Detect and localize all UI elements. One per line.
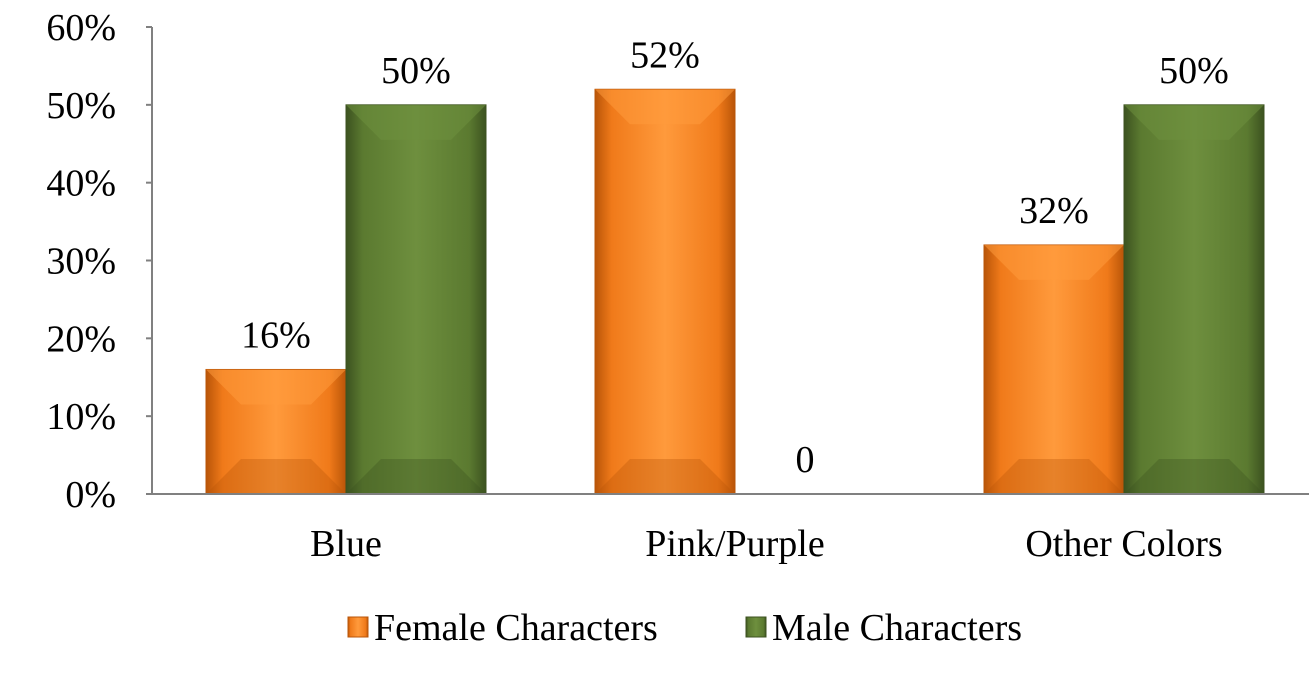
legend: Female Characters Male Characters: [347, 607, 1022, 649]
legend-label: Male Characters: [772, 607, 1022, 649]
bar-body: [594, 88, 736, 495]
data-label: 50%: [381, 50, 451, 92]
bar-bevel-bottom: [346, 459, 486, 494]
x-category-label: Pink/Purple: [645, 523, 824, 565]
data-labels: 16% 52% 32% 50% 0 50%: [241, 34, 1229, 481]
data-label: 16%: [241, 314, 311, 356]
bar-body: [1123, 104, 1265, 495]
bar-bevel-top: [346, 104, 486, 140]
y-tick-label: 60%: [46, 7, 116, 49]
y-axis-ticks: 0% 10% 20% 30% 40% 50% 60%: [46, 7, 152, 516]
bar-bevel-bottom: [984, 459, 1124, 494]
bar: [1123, 104, 1265, 495]
x-category-label: Blue: [310, 523, 382, 565]
legend-label: Female Characters: [374, 607, 658, 649]
bar: [205, 368, 347, 495]
bar-body: [983, 244, 1125, 495]
data-label: 50%: [1159, 50, 1229, 92]
data-label: 52%: [630, 34, 700, 76]
legend-swatch: [347, 616, 369, 638]
legend-item: Male Characters: [745, 607, 1022, 649]
bars: [205, 88, 1265, 495]
x-axis-labels: Blue Pink/Purple Other Colors: [310, 523, 1223, 565]
data-label: 0: [796, 439, 815, 481]
y-tick-label: 50%: [46, 85, 116, 127]
x-category-label: Other Colors: [1025, 523, 1222, 565]
y-tick-label: 0%: [65, 474, 116, 516]
bar-bevel-top: [595, 89, 735, 125]
y-tick-label: 10%: [46, 396, 116, 438]
y-tick-label: 20%: [46, 318, 116, 360]
legend-swatch: [745, 616, 767, 638]
bar: [983, 244, 1125, 495]
bar: [345, 104, 487, 495]
y-tick-label: 30%: [46, 241, 116, 283]
y-tick-label: 40%: [46, 163, 116, 205]
bar-bevel-top: [206, 369, 346, 405]
bar-bevel-top: [1124, 104, 1264, 140]
legend-item: Female Characters: [347, 607, 658, 649]
data-label: 32%: [1019, 190, 1089, 232]
bar: [594, 88, 736, 495]
bar-body: [345, 104, 487, 495]
axes: [151, 27, 1309, 495]
bar-bevel-bottom: [206, 459, 346, 494]
bar-bevel-top: [984, 244, 1124, 280]
bar-bevel-bottom: [1124, 459, 1264, 494]
bar-bevel-bottom: [595, 459, 735, 494]
